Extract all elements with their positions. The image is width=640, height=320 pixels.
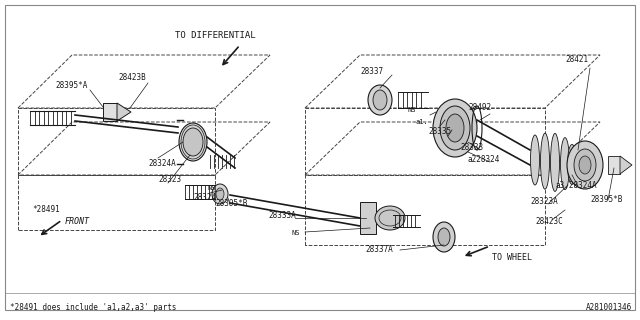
Text: 28423C: 28423C [535,218,563,227]
Ellipse shape [373,90,387,110]
Text: 28492: 28492 [468,103,491,113]
Ellipse shape [375,206,405,230]
Text: NS: NS [208,185,216,191]
Ellipse shape [368,85,392,115]
Ellipse shape [183,128,203,156]
Text: *28491 does include 'a1,a2,a3' parts: *28491 does include 'a1,a2,a3' parts [10,302,177,311]
Text: TO DIFFERENTIAL: TO DIFFERENTIAL [175,30,255,39]
Text: NS: NS [408,107,417,113]
Text: 28337: 28337 [360,68,383,76]
Text: 28421: 28421 [565,55,588,65]
Text: a3.28324A: a3.28324A [555,180,596,189]
Text: 28323: 28323 [158,175,181,185]
Ellipse shape [579,156,591,174]
Text: FRONT: FRONT [65,218,90,227]
Text: 28395*B: 28395*B [215,198,248,207]
Ellipse shape [574,149,596,181]
Text: 28324: 28324 [193,194,216,203]
Ellipse shape [438,228,450,246]
Text: 28333A: 28333A [268,211,296,220]
Text: a228324: a228324 [468,156,500,164]
Text: 28324A: 28324A [148,158,176,167]
Text: 28333: 28333 [460,143,483,153]
Text: TO WHEEL: TO WHEEL [492,253,532,262]
Ellipse shape [567,141,603,189]
Polygon shape [117,103,131,121]
Text: 28395*B: 28395*B [590,196,622,204]
Text: 28337A: 28337A [365,245,393,254]
Ellipse shape [216,188,224,200]
Polygon shape [620,156,632,174]
Bar [608,156,620,174]
Ellipse shape [440,106,470,150]
Text: 28395*A: 28395*A [55,82,88,91]
Text: *28491: *28491 [32,205,60,214]
Ellipse shape [568,144,577,184]
Text: 28423B: 28423B [118,74,146,83]
Ellipse shape [446,114,464,142]
Ellipse shape [531,135,540,185]
Ellipse shape [561,138,570,189]
Text: A281001346: A281001346 [586,302,632,311]
Ellipse shape [433,222,455,252]
Ellipse shape [433,99,477,157]
Bar [103,103,117,121]
Ellipse shape [541,133,550,189]
Text: 28335: 28335 [428,127,451,137]
Text: 28323A: 28323A [530,197,557,206]
Bar [360,202,376,234]
Ellipse shape [550,133,559,191]
Text: NS: NS [292,230,301,236]
Text: a1.: a1. [415,119,428,125]
Ellipse shape [212,184,228,204]
Ellipse shape [179,123,207,161]
